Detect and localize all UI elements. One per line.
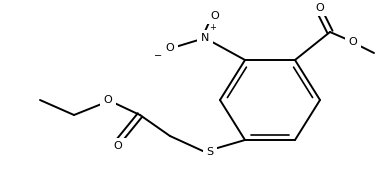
Text: N: N <box>201 33 209 43</box>
Text: S: S <box>206 147 213 157</box>
Text: O: O <box>166 43 174 53</box>
Text: O: O <box>211 11 219 21</box>
Text: O: O <box>104 95 113 105</box>
Text: O: O <box>114 141 122 151</box>
Text: O: O <box>349 37 357 47</box>
Text: O: O <box>315 3 324 13</box>
Text: −: − <box>154 51 162 61</box>
Text: +: + <box>210 23 217 33</box>
